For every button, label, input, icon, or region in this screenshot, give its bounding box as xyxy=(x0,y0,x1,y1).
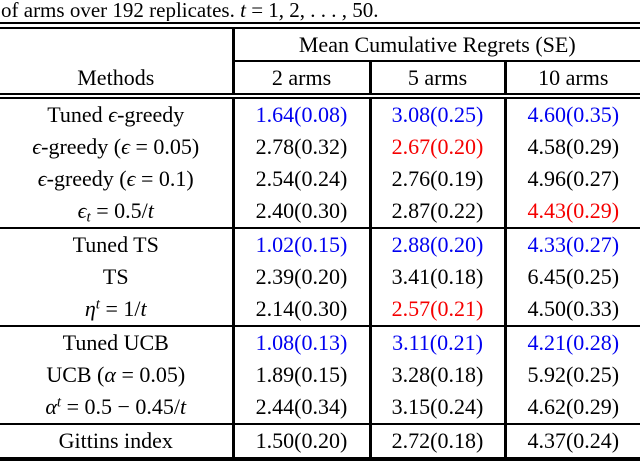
results-table: Mean Cumulative Regrets (SE) Methods 2 a… xyxy=(0,22,640,461)
regret-value-cell: 2.67(0.20) xyxy=(368,131,505,163)
method-label: ϵt = 0.5/t xyxy=(77,198,154,226)
regret-value-cell: 1.64(0.08) xyxy=(231,96,370,131)
table-row: αt = 0.5 − 0.45/t 2.44(0.34) 3.15(0.24) 4.6… xyxy=(0,391,640,424)
col-header-10-arms: 10 arms xyxy=(503,61,640,99)
methods-header: Methods xyxy=(0,61,233,99)
column-header-row: Methods 2 arms 5 arms 10 arms xyxy=(0,61,640,99)
regret-value-cell: 4.96(0.27) xyxy=(503,163,640,195)
empty-header-cell xyxy=(0,26,233,62)
regret-value-cell: 3.08(0.25) xyxy=(368,96,505,131)
method-label: UCB (α = 0.05) xyxy=(46,362,186,387)
regret-value-cell: 2.87(0.22) xyxy=(368,195,505,228)
method-label: Tuned UCB xyxy=(0,325,233,359)
group-header: Mean Cumulative Regrets (SE) xyxy=(231,25,640,62)
table-row: ηt = 1/t 2.14(0.30) 2.57(0.21) 4.50(0.33) xyxy=(0,293,640,326)
regret-value-cell: 4.62(0.29) xyxy=(503,391,640,424)
regret-value-cell: 2.78(0.32) xyxy=(231,131,370,163)
table-row: Tuned UCB 1.08(0.13) 3.11(0.21) 4.21(0.28) xyxy=(0,325,640,359)
regret-value-cell: 3.41(0.18) xyxy=(368,261,505,293)
regret-value-cell: 6.45(0.25) xyxy=(503,261,640,293)
regret-value-cell: 4.33(0.27) xyxy=(503,227,640,261)
method-label: ϵ-greedy (ϵ = 0.1) xyxy=(37,166,194,191)
regret-value-cell: 3.28(0.18) xyxy=(368,359,505,391)
method-label: ηt = 1/t xyxy=(84,296,147,321)
regret-value-cell: 4.58(0.29) xyxy=(503,131,640,163)
method-label: Tuned ϵ-greedy xyxy=(47,102,185,127)
table-row: Tuned ϵ-greedy 1.64(0.08) 3.08(0.25) 4.60(0… xyxy=(0,96,640,131)
regret-value-cell: 2.76(0.19) xyxy=(368,163,505,195)
method-label: ϵ-greedy (ϵ = 0.05) xyxy=(32,134,200,159)
regret-value-cell: 2.88(0.20) xyxy=(368,227,505,261)
regret-value-cell: 2.54(0.24) xyxy=(231,163,370,195)
table-row: Gittins index 1.50(0.20) 2.72(0.18) 4.37(0.… xyxy=(0,423,640,459)
group-header-row: Mean Cumulative Regrets (SE) xyxy=(0,25,640,62)
regret-value-cell: 4.21(0.28) xyxy=(503,325,640,359)
regret-value-cell: 2.72(0.18) xyxy=(368,423,505,459)
regret-value-cell: 1.50(0.20) xyxy=(231,423,370,459)
regret-value-cell: 1.08(0.13) xyxy=(231,325,370,359)
regret-value-cell: 1.02(0.15) xyxy=(231,227,370,261)
table-row: TS 2.39(0.20) 3.41(0.18) 6.45(0.25) xyxy=(0,261,640,293)
method-label: Gittins index xyxy=(0,423,233,459)
regret-value-cell: 3.15(0.24) xyxy=(368,391,505,424)
method-label: TS xyxy=(102,264,129,289)
regret-value-cell: 2.57(0.21) xyxy=(368,293,505,326)
table-row: Tuned TS 1.02(0.15) 2.88(0.20) 4.33(0.27) xyxy=(0,227,640,261)
regret-value-cell: 4.60(0.35) xyxy=(503,96,640,131)
table-row: UCB (α = 0.05) 1.89(0.15) 3.28(0.18) 5.92(0… xyxy=(0,359,640,391)
regret-value-cell: 4.37(0.24) xyxy=(503,423,640,459)
regret-value-cell: 2.40(0.30) xyxy=(231,195,370,228)
regret-value-cell: 2.39(0.20) xyxy=(231,261,370,293)
table-caption: of arms over 192 replicates. t = 1, 2, .… xyxy=(1,0,379,21)
table-row: ϵ-greedy (ϵ = 0.1) 2.54(0.24) 2.76(0.19) 4.… xyxy=(0,163,640,195)
col-header-2-arms: 2 arms xyxy=(231,61,370,99)
col-header-5-arms: 5 arms xyxy=(368,61,505,99)
table-body: Tuned ϵ-greedy 1.64(0.08) 3.08(0.25) 4.60(0… xyxy=(0,96,640,459)
regret-value-cell: 1.89(0.15) xyxy=(231,359,370,391)
regret-value-cell: 2.14(0.30) xyxy=(231,293,370,326)
regret-value-cell: 3.11(0.21) xyxy=(368,325,505,359)
table-row: ϵ-greedy (ϵ = 0.05) 2.78(0.32) 2.67(0.20) 4… xyxy=(0,131,640,163)
regret-value-cell: 5.92(0.25) xyxy=(503,359,640,391)
table-header: Mean Cumulative Regrets (SE) Methods 2 a… xyxy=(0,25,640,99)
regret-value-cell: 4.43(0.29) xyxy=(503,195,640,228)
regret-value-cell: 2.44(0.34) xyxy=(231,391,370,424)
table-row: ϵt = 0.5/t 2.40(0.30) 2.87(0.22) 4.43(0.29) xyxy=(0,195,640,228)
regret-value-cell: 4.50(0.33) xyxy=(503,293,640,326)
method-label: αt = 0.5 − 0.45/t xyxy=(45,394,187,419)
method-label: Tuned TS xyxy=(0,227,233,261)
